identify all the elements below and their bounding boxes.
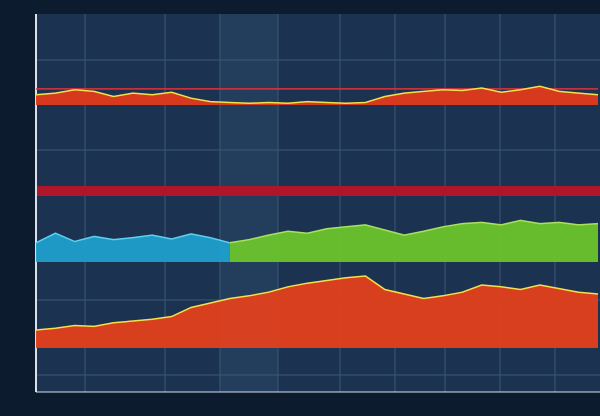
area-edge xyxy=(35,275,599,331)
area-edge xyxy=(229,219,599,244)
area xyxy=(36,233,230,262)
separator-band xyxy=(36,186,600,196)
area xyxy=(36,276,598,348)
marks xyxy=(35,85,599,348)
area-edge xyxy=(35,232,230,244)
area-edge xyxy=(35,85,599,105)
area xyxy=(229,220,599,262)
